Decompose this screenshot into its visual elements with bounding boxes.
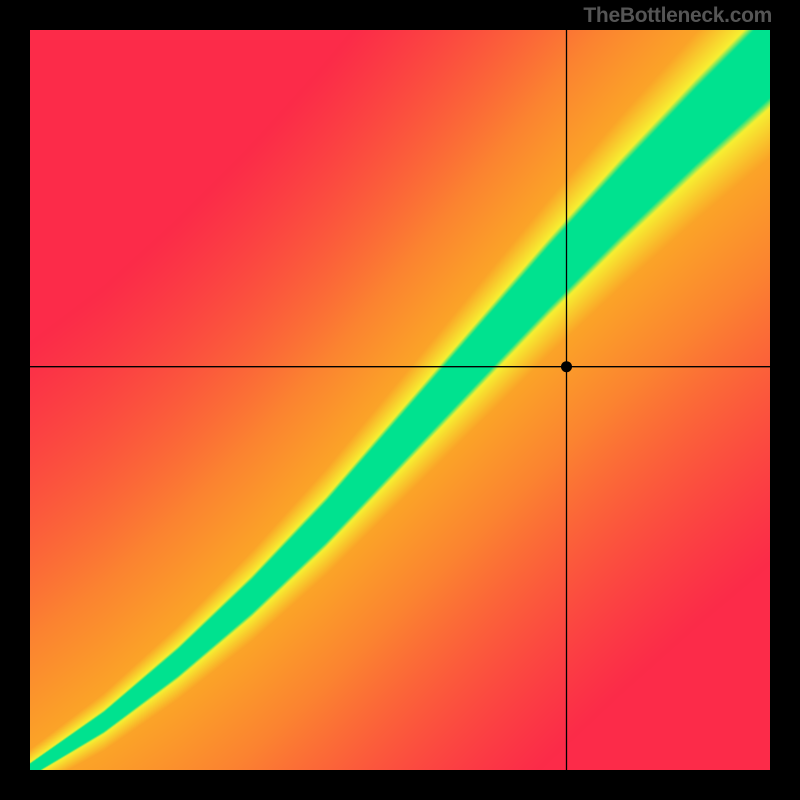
chart-container: TheBottleneck.com (0, 0, 800, 800)
bottleneck-heatmap (30, 30, 770, 770)
watermark-text: TheBottleneck.com (583, 4, 772, 28)
